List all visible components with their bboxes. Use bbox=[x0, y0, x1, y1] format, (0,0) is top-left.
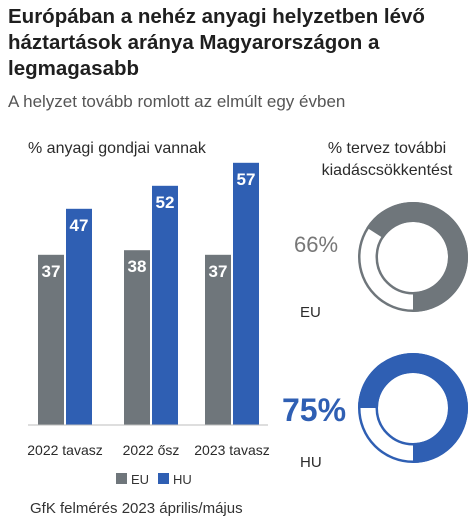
data-label-eu-3: 37 bbox=[209, 262, 228, 281]
bar-hu-1 bbox=[66, 208, 92, 425]
ring-chart-title: % tervez további kiadáscsökkentést bbox=[321, 140, 453, 179]
legend-swatch-hu bbox=[158, 473, 169, 484]
x-tick-label-2: 2022 ősz bbox=[123, 442, 180, 458]
bar-chart-title: % anyagi gondjai vannak bbox=[28, 140, 206, 157]
legend-label-eu: EU bbox=[131, 472, 149, 487]
chart-title: Európában a nehéz anyagi helyzetben lévő… bbox=[8, 5, 425, 80]
bar-eu-2 bbox=[124, 250, 150, 425]
data-label-eu-1: 37 bbox=[42, 262, 61, 281]
ring-segment-eu bbox=[366, 202, 468, 312]
x-tick-label-3: 2023 tavasz bbox=[194, 442, 270, 458]
legend-swatch-eu bbox=[116, 473, 127, 484]
bar-eu-1 bbox=[38, 254, 64, 425]
data-label-hu-1: 47 bbox=[70, 216, 89, 235]
ring-value-eu: 66% bbox=[294, 232, 339, 257]
x-tick-label-1: 2022 tavasz bbox=[27, 442, 103, 458]
ring-value-hu: 75% bbox=[282, 392, 347, 428]
ring-segment-hu bbox=[358, 353, 468, 463]
ring-label-hu: HU bbox=[300, 454, 322, 471]
bar-hu-2 bbox=[152, 185, 178, 425]
chart-subtitle: A helyzet tovább romlott az elmúlt egy é… bbox=[8, 92, 346, 111]
bar-eu-3 bbox=[205, 254, 231, 425]
data-label-eu-2: 38 bbox=[128, 257, 147, 276]
source-note: GfK felmérés 2023 április/május bbox=[30, 500, 243, 517]
legend-label-hu: HU bbox=[173, 472, 192, 487]
data-label-hu-3: 57 bbox=[237, 170, 256, 189]
data-label-hu-2: 52 bbox=[156, 193, 175, 212]
ring-label-eu: EU bbox=[300, 304, 321, 321]
bar-hu-3 bbox=[233, 162, 259, 426]
